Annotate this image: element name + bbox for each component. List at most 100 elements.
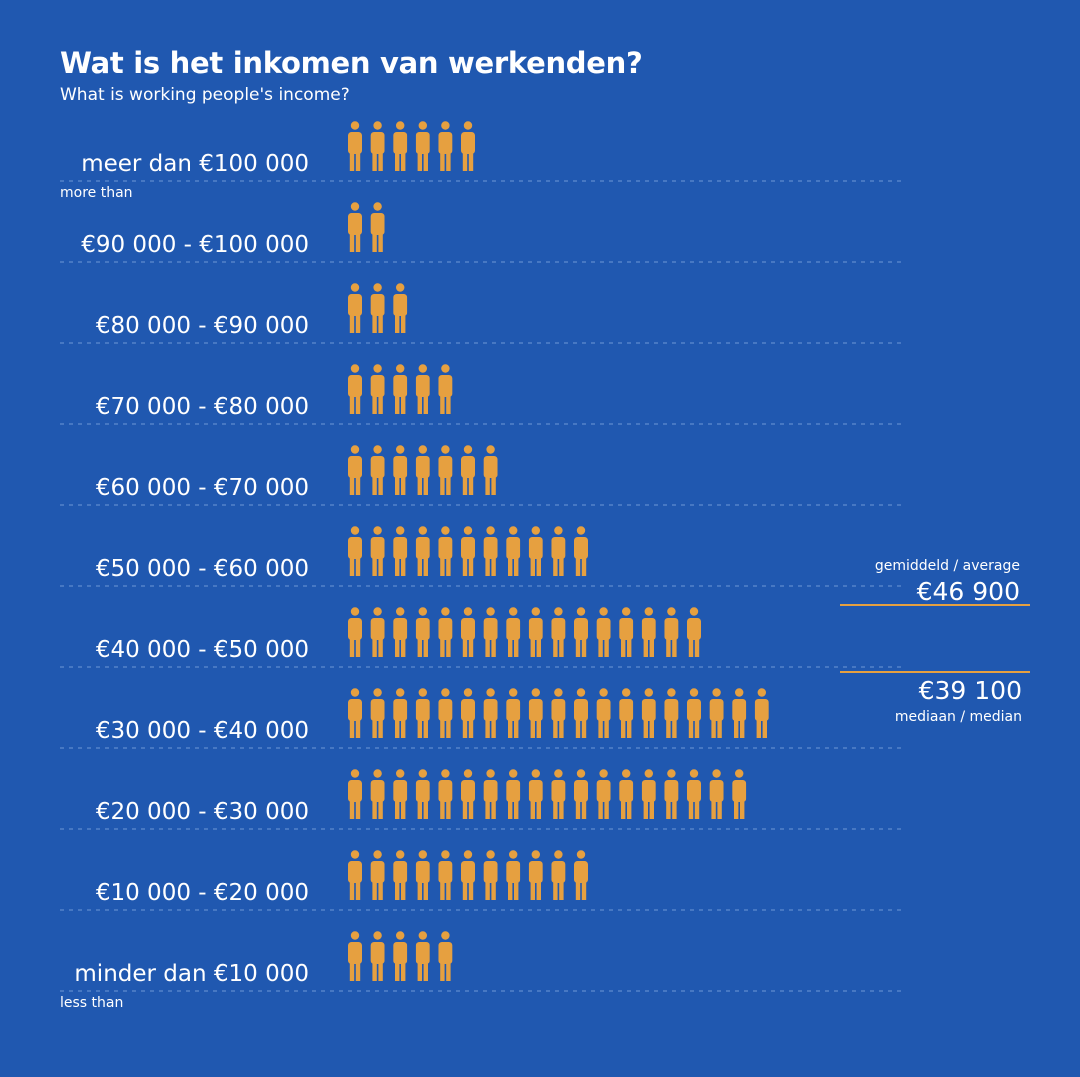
person-icon	[732, 769, 747, 819]
income-row: minder dan €10 000 less than	[60, 931, 905, 1011]
person-icon	[370, 769, 385, 819]
person-icon	[348, 202, 362, 252]
person-icon	[415, 121, 430, 171]
row-sublabel: more than	[60, 185, 133, 201]
person-icon	[461, 607, 475, 657]
person-icon	[687, 688, 701, 738]
chart-subtitle: What is working people's income?	[60, 85, 350, 105]
person-icon	[370, 202, 385, 252]
person-icon	[393, 526, 408, 576]
person-icon	[528, 688, 543, 738]
person-icon	[415, 931, 430, 981]
person-icon	[348, 526, 362, 576]
person-icon	[732, 688, 747, 738]
person-icon	[528, 850, 543, 900]
person-icon	[574, 526, 588, 576]
person-icon	[370, 364, 385, 414]
person-icon	[461, 445, 475, 495]
income-row: €30 000 - €40 000	[60, 688, 905, 749]
person-icon	[370, 526, 385, 576]
person-icon	[483, 688, 498, 738]
person-icon	[393, 364, 408, 414]
person-icon	[348, 607, 362, 657]
person-icon	[574, 850, 588, 900]
person-icon	[438, 850, 453, 900]
income-row: €50 000 - €60 000	[60, 526, 905, 587]
person-icon	[348, 283, 362, 333]
person-icon	[619, 688, 634, 738]
income-row: meer dan €100 000 more than	[60, 121, 905, 201]
row-label: €70 000 - €80 000	[96, 394, 309, 420]
person-icon	[438, 445, 453, 495]
row-label: €20 000 - €30 000	[96, 799, 309, 825]
person-icon	[551, 769, 566, 819]
person-icon	[664, 688, 679, 738]
person-icon	[438, 121, 453, 171]
person-icon	[370, 283, 385, 333]
person-icon	[687, 769, 701, 819]
rows-layer: meer dan €100 000 more than €90 000 - €100…	[60, 121, 905, 1011]
person-icon	[506, 769, 521, 819]
income-row: €60 000 - €70 000	[60, 445, 905, 506]
person-icon	[461, 769, 475, 819]
person-icon	[664, 607, 679, 657]
person-icon	[438, 364, 453, 414]
person-icon	[415, 688, 430, 738]
person-icon	[596, 688, 611, 738]
person-icon	[370, 931, 385, 981]
income-row: €40 000 - €50 000	[60, 607, 905, 668]
person-icon	[370, 607, 385, 657]
person-icon	[483, 607, 498, 657]
person-icon	[348, 688, 362, 738]
person-icon	[619, 769, 634, 819]
median-value: €39 100	[919, 676, 1022, 705]
person-icon	[754, 688, 769, 738]
person-icon	[664, 769, 679, 819]
person-icon	[438, 607, 453, 657]
person-icon	[461, 850, 475, 900]
person-icon	[393, 850, 408, 900]
row-label: minder dan €10 000	[74, 961, 309, 987]
average-value: €46 900	[917, 577, 1020, 606]
person-icon	[393, 283, 408, 333]
person-icon	[370, 121, 385, 171]
person-icon	[348, 364, 362, 414]
person-icon	[415, 364, 430, 414]
person-icon	[641, 769, 656, 819]
person-icon	[483, 526, 498, 576]
person-icon	[551, 688, 566, 738]
person-icon	[348, 931, 362, 981]
row-label: €80 000 - €90 000	[96, 313, 309, 339]
row-label: €40 000 - €50 000	[96, 637, 309, 663]
person-icon	[596, 607, 611, 657]
person-icon	[415, 526, 430, 576]
person-icon	[393, 445, 408, 495]
person-icon	[506, 850, 521, 900]
row-label: €30 000 - €40 000	[96, 718, 309, 744]
person-icon	[551, 607, 566, 657]
person-icon	[415, 445, 430, 495]
person-icon	[393, 688, 408, 738]
person-icon	[619, 607, 634, 657]
person-icon	[483, 850, 498, 900]
person-icon	[438, 526, 453, 576]
income-row: €80 000 - €90 000	[60, 283, 905, 344]
income-row: €20 000 - €30 000	[60, 769, 905, 830]
person-icon	[370, 850, 385, 900]
income-row: €10 000 - €20 000	[60, 850, 905, 911]
person-icon	[506, 688, 521, 738]
person-icon	[461, 121, 475, 171]
person-icon	[393, 607, 408, 657]
income-row: €70 000 - €80 000	[60, 364, 905, 425]
person-icon	[461, 688, 475, 738]
person-icon	[461, 526, 475, 576]
person-icon	[687, 607, 701, 657]
row-label: €50 000 - €60 000	[96, 556, 309, 582]
row-label: meer dan €100 000	[81, 151, 309, 177]
person-icon	[393, 121, 408, 171]
person-icon	[528, 769, 543, 819]
person-icon	[438, 688, 453, 738]
chart-title: Wat is het inkomen van werkenden?	[60, 46, 643, 80]
person-icon	[415, 607, 430, 657]
person-icon	[551, 526, 566, 576]
